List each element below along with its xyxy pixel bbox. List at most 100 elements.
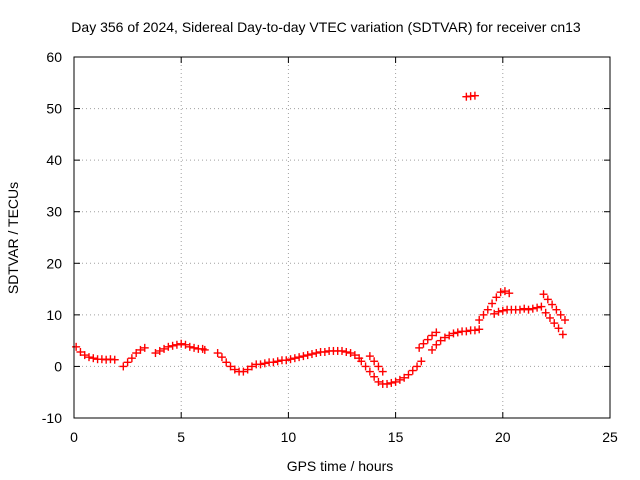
- x-tick-label: 20: [495, 429, 511, 445]
- data-point: [226, 362, 235, 371]
- data-point: [295, 353, 304, 362]
- axes: 0 5 10 15 20 25 -10 0 10 20 30 40 50 60: [42, 49, 618, 445]
- data-point: [428, 345, 437, 354]
- data-point: [230, 365, 239, 374]
- data-point: [342, 347, 351, 356]
- data-point: [558, 330, 567, 339]
- data-point: [185, 342, 194, 351]
- data-point: [365, 352, 374, 361]
- data-point: [160, 344, 169, 353]
- data-point: [365, 367, 374, 376]
- data-point: [350, 351, 359, 360]
- data-point: [417, 357, 426, 366]
- data-point: [428, 331, 437, 340]
- data-point: [286, 355, 295, 364]
- data-point: [415, 343, 424, 352]
- data-point: [524, 305, 533, 314]
- data-point: [541, 308, 550, 317]
- data-point: [85, 353, 94, 362]
- data-point: [213, 349, 222, 358]
- data-point: [136, 345, 145, 354]
- data-point: [200, 345, 209, 354]
- y-tick-label: 60: [46, 49, 62, 65]
- data-point: [172, 340, 181, 349]
- data-point: [440, 333, 449, 342]
- data-point: [72, 342, 81, 351]
- data-point: [383, 379, 392, 388]
- data-point: [290, 354, 299, 363]
- data-point: [260, 359, 269, 368]
- data-point: [181, 340, 190, 349]
- y-tick-label: 50: [46, 101, 62, 117]
- x-tick-label: 10: [281, 429, 297, 445]
- data-point: [269, 358, 278, 367]
- data-point: [312, 349, 321, 358]
- data-point: [391, 377, 400, 386]
- data-point: [419, 339, 428, 348]
- data-point: [151, 349, 160, 358]
- data-point: [554, 324, 563, 333]
- data-point: [432, 328, 441, 337]
- data-point: [496, 288, 505, 297]
- data-point: [247, 362, 256, 371]
- data-point: [119, 362, 128, 371]
- data-point: [449, 329, 458, 338]
- data-point: [490, 309, 499, 318]
- data-point: [545, 313, 554, 322]
- data-point: [140, 343, 149, 352]
- data-point: [520, 304, 529, 313]
- data-point: [164, 342, 173, 351]
- y-tick-label: 10: [46, 307, 62, 323]
- x-tick-label: 0: [70, 429, 78, 445]
- data-point: [80, 351, 89, 360]
- data-point: [395, 375, 404, 384]
- data-point: [483, 305, 492, 314]
- x-tick-label: 15: [388, 429, 404, 445]
- data-point: [155, 346, 164, 355]
- data-point: [560, 316, 569, 325]
- data-point: [537, 302, 546, 311]
- data-point: [432, 340, 441, 349]
- data-point: [132, 349, 141, 358]
- x-axis-label: GPS time / hours: [287, 458, 394, 474]
- data-point: [408, 366, 417, 375]
- x-tick-label: 25: [602, 429, 618, 445]
- data-point: [556, 310, 565, 319]
- data-point: [273, 357, 282, 366]
- data-point: [303, 351, 312, 360]
- data-point: [177, 339, 186, 348]
- data-point: [282, 356, 291, 365]
- data-point: [361, 362, 370, 371]
- data-point: [217, 353, 226, 362]
- data-point: [222, 358, 231, 367]
- x-tick-label: 5: [177, 429, 185, 445]
- data-point: [110, 355, 119, 364]
- data-point: [404, 370, 413, 379]
- plot-frame: [73, 56, 611, 419]
- y-tick-label: 20: [46, 255, 62, 271]
- y-tick-label: 30: [46, 204, 62, 220]
- data-point: [387, 378, 396, 387]
- data-point: [357, 357, 366, 366]
- data-point: [479, 310, 488, 319]
- data-point: [539, 290, 548, 299]
- y-axis-label: SDTVAR / TECUs: [5, 182, 21, 294]
- data-point: [374, 377, 383, 386]
- data-point: [123, 358, 132, 367]
- data-point: [548, 300, 557, 309]
- data-point: [533, 303, 542, 312]
- data-point: [423, 335, 432, 344]
- data-point: [338, 346, 346, 355]
- data-point: [436, 336, 445, 345]
- data-point: [494, 307, 503, 316]
- data-point: [543, 295, 552, 304]
- data-point: [500, 287, 509, 296]
- data-point: [76, 347, 85, 356]
- data-point: [239, 367, 248, 376]
- data-point: [299, 352, 308, 361]
- data-point: [307, 350, 316, 359]
- chart-title: Day 356 of 2024, Sidereal Day-to-day VTE…: [71, 19, 581, 35]
- y-tick-label: 40: [46, 152, 62, 168]
